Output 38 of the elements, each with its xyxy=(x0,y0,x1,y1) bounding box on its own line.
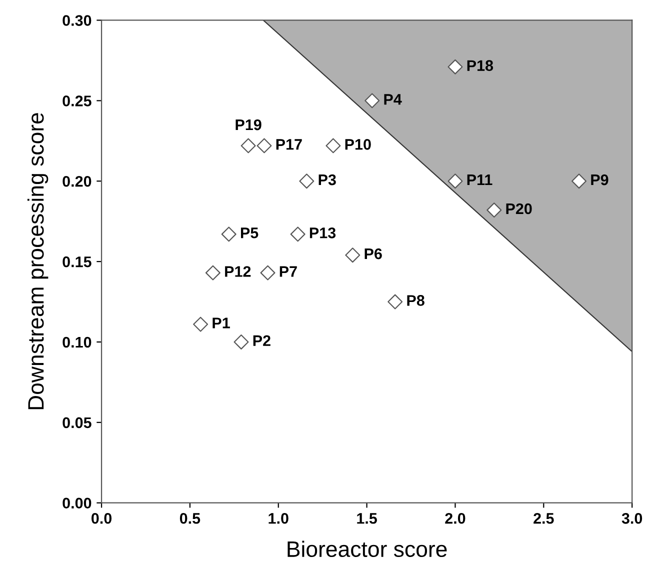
x-tick-label: 1.0 xyxy=(268,512,288,524)
annotation: P6 xyxy=(364,248,382,260)
annotation: P10 xyxy=(345,138,371,150)
y-tick-label: 0.15 xyxy=(62,256,92,268)
point xyxy=(486,202,502,218)
annotation: P11 xyxy=(467,174,492,186)
annotation: P17 xyxy=(276,139,302,150)
x-tick-label: 2.0 xyxy=(445,512,466,524)
annotation: P18 xyxy=(467,60,494,71)
annotation: P3 xyxy=(318,174,336,186)
y-tick-label: 0.25 xyxy=(62,96,92,106)
annotation: P9 xyxy=(591,174,608,186)
annotation: P4 xyxy=(384,94,402,105)
annotation: P20 xyxy=(506,203,532,214)
annotation: P1 xyxy=(212,318,230,328)
annotation: P12 xyxy=(225,266,251,277)
annotation: P7 xyxy=(280,266,297,277)
y-tick-label: 0.10 xyxy=(62,336,92,348)
point xyxy=(448,59,463,74)
x-tick-label: 0.5 xyxy=(180,512,200,524)
x-tick-label: 3.0 xyxy=(622,512,642,524)
y-tick-label: 0.00 xyxy=(62,498,92,509)
point xyxy=(572,174,587,189)
point xyxy=(448,174,463,189)
point xyxy=(364,93,380,108)
x-axis-title: Bioreactor score xyxy=(288,540,447,558)
y-axis-title: Downstream processing score xyxy=(27,113,48,410)
y-tick-label: 0.20 xyxy=(62,176,92,187)
x-tick-label: 1.5 xyxy=(357,513,377,524)
annotation: P8 xyxy=(407,295,424,306)
annotation: P13 xyxy=(310,227,336,238)
annotation: P5 xyxy=(240,228,258,238)
annotation: P2 xyxy=(253,335,270,346)
y-tick-label: 0.05 xyxy=(62,417,92,428)
y-tick-label: 0.30 xyxy=(62,15,92,26)
x-tick-label: 2.5 xyxy=(534,512,554,524)
x-tick-label: 0.0 xyxy=(92,512,112,524)
annotation: P19 xyxy=(236,119,262,130)
